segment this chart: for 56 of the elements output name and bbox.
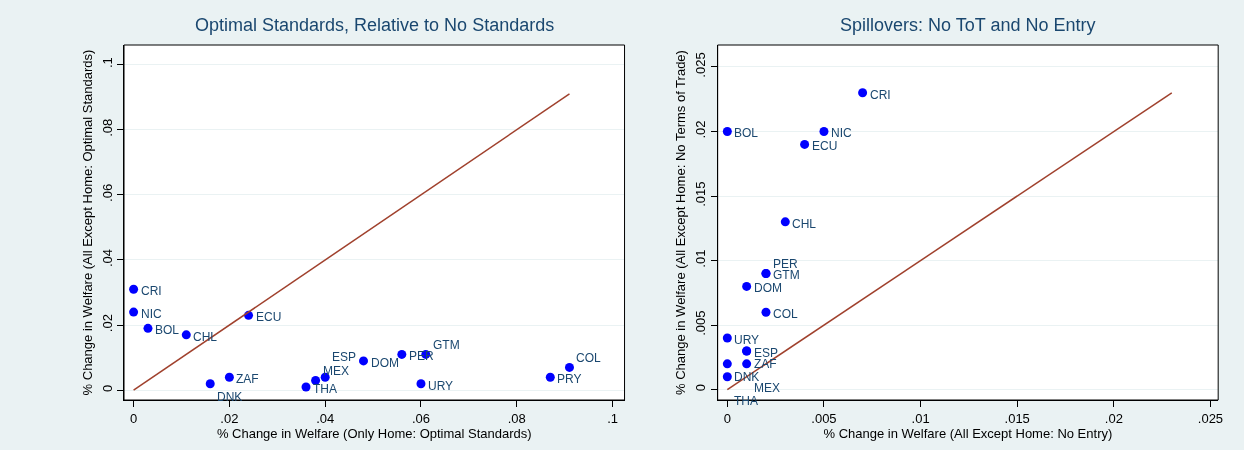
x-tick-label: .08 <box>507 410 526 426</box>
x-tick-label: .015 <box>1004 410 1030 426</box>
annotation: MEX <box>323 364 350 378</box>
x-axis-title: % Change in Welfare (Only Home: Optimal Standards) <box>216 426 532 442</box>
y-tick-label: .06 <box>99 183 115 202</box>
chart-title: Optimal Standards, Relative to No Standards <box>195 15 555 35</box>
chart-title: Spillovers: No ToT and No Entry <box>840 15 1096 35</box>
annotation: GTM <box>773 268 800 282</box>
y-tick-label: .01 <box>693 249 709 268</box>
annotation: THA <box>313 382 337 396</box>
x-tick-label: .04 <box>316 410 335 426</box>
y-tick-label: .025 <box>693 52 709 78</box>
annotation: DOM <box>371 356 399 370</box>
annotation: COL <box>773 307 798 321</box>
annotation: CHL <box>792 217 817 231</box>
annotation: GTM <box>433 338 460 352</box>
annotation: PRY <box>557 372 582 386</box>
x-tick-label: .02 <box>220 410 239 426</box>
annotation: URY <box>734 333 760 347</box>
y-tick-label: 0 <box>99 384 115 392</box>
annotation: PER <box>409 349 435 363</box>
annotation: NIC <box>831 126 852 140</box>
y-tick-label: .015 <box>693 181 709 207</box>
annotation: ESP <box>754 346 779 360</box>
y-axis-title: % Change in Welfare (All Except Home: No Terms of Trade) <box>673 50 689 395</box>
annotation: ZAF <box>236 372 259 386</box>
x-axis-title: % Change in Welfare (All Except Home: No Entry) <box>823 426 1113 442</box>
x-tick-label: .06 <box>411 410 431 426</box>
annotation: COL <box>576 351 601 365</box>
y-tick-label: .1 <box>99 57 115 69</box>
x-tick-label: 0 <box>723 410 731 426</box>
annotation: DOM <box>754 281 782 295</box>
annotation: PER <box>773 257 799 271</box>
y-tick-label: .02 <box>99 314 115 333</box>
x-tick-label: .1 <box>607 410 618 426</box>
x-tick-label: .02 <box>1104 410 1123 426</box>
annotation: BOL <box>734 126 759 140</box>
annotation: NIC <box>141 307 162 321</box>
y-axis-title: % Change in Welfare (All Except Home: Optimal Standards) <box>79 49 95 396</box>
y-tick-label: .04 <box>99 248 115 268</box>
annotation: ESP <box>332 350 357 364</box>
y-tick-label: .005 <box>693 310 709 336</box>
x-tick-label: 0 <box>129 410 138 426</box>
annotation: MEX <box>754 381 781 395</box>
y-tick-label: 0 <box>693 384 709 392</box>
x-tick-label: .005 <box>811 410 837 426</box>
annotation: BOL <box>155 323 180 337</box>
annotation: ECU <box>812 139 838 153</box>
y-tick-label: .02 <box>693 120 709 139</box>
annotation: ECU <box>256 310 282 324</box>
y-tick-label: .08 <box>99 118 115 137</box>
x-tick-label: .025 <box>1197 410 1224 426</box>
annotation: URY <box>428 379 454 393</box>
x-tick-label: .01 <box>911 410 930 426</box>
annotation: CRI <box>870 88 891 102</box>
annotation: CRI <box>141 284 162 298</box>
